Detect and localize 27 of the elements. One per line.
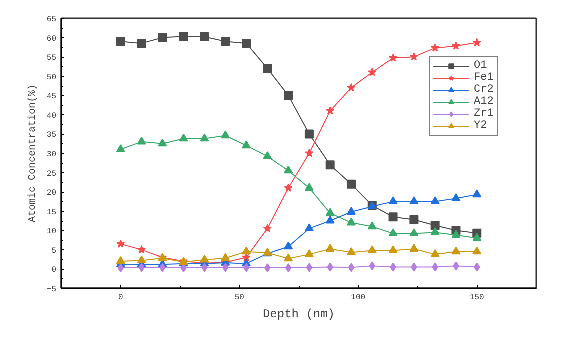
y-tick-label: 0 — [52, 266, 57, 276]
legend-label: A12 — [474, 96, 494, 108]
legend-label: Fe1 — [474, 72, 494, 84]
y-tick-label: 65 — [46, 16, 57, 24]
y-tick-label: 20 — [46, 189, 57, 198]
y-axis-title: Atomic Concentration(%) — [26, 84, 39, 223]
legend-label: Cr2 — [474, 84, 494, 96]
y-tick-label: 60 — [46, 34, 57, 44]
x-tick-label: 0 — [118, 294, 124, 302]
y-tick-label: 35 — [46, 131, 57, 140]
legend-label: Zr1 — [474, 108, 494, 120]
x-tick-label: 150 — [470, 294, 485, 302]
y-tick-label: 40 — [46, 112, 57, 121]
x-axis-title: Depth (nm) — [262, 308, 336, 322]
legend-label: Y2 — [474, 120, 488, 132]
y-tick-label: 50 — [46, 73, 57, 82]
y-tick-label: 10 — [46, 228, 57, 237]
y-tick-label: 5 — [52, 246, 57, 256]
x-tick-label: 100 — [351, 294, 366, 302]
y-tick-label: 30 — [46, 150, 57, 160]
x-tick-label: 50 — [234, 294, 245, 302]
legend-label: O1 — [474, 60, 488, 72]
y-tick-label: 25 — [46, 170, 57, 179]
y-tick-label: 55 — [46, 54, 57, 64]
y-tick-label: 45 — [46, 92, 57, 102]
y-tick-label: 15 — [46, 208, 57, 218]
y-tick-label: −5 — [46, 286, 57, 294]
